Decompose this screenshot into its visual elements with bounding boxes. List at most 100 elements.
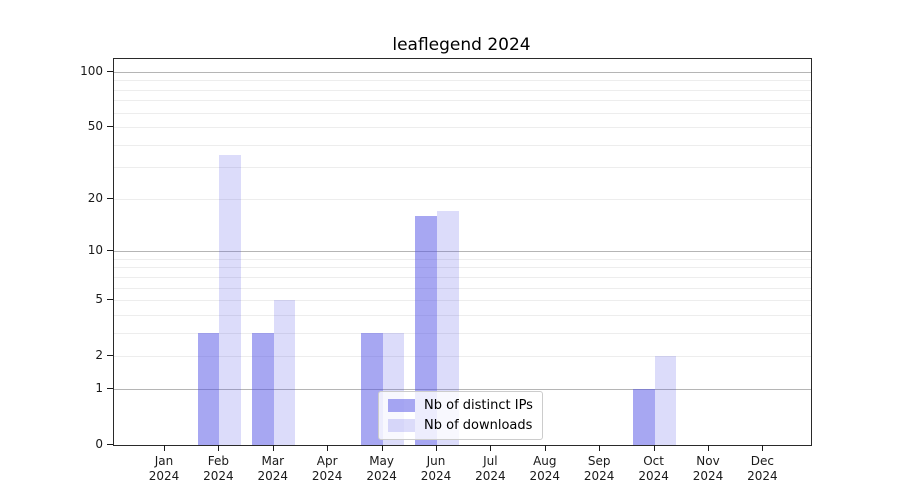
x-tick-month: Aug bbox=[533, 454, 557, 468]
minor-gridline bbox=[114, 167, 811, 169]
legend-swatch bbox=[388, 399, 415, 412]
x-tick-label: May 2024 bbox=[352, 454, 412, 484]
legend-label: Nb of downloads bbox=[424, 418, 533, 433]
x-tick-label: Nov 2024 bbox=[678, 454, 738, 484]
chart-title: leaflegend 2024 bbox=[392, 35, 531, 55]
x-tick-mark bbox=[218, 445, 220, 451]
x-tick-mark bbox=[544, 445, 546, 451]
minor-gridline bbox=[114, 356, 811, 358]
bar-oct-downloads bbox=[654, 356, 677, 445]
legend: Nb of distinct IPs Nb of downloads bbox=[378, 391, 543, 440]
minor-gridline bbox=[114, 112, 811, 114]
x-tick-month: May bbox=[369, 454, 394, 468]
x-tick-month: Mar bbox=[261, 454, 285, 468]
y-tick-label: 50 bbox=[87, 119, 103, 134]
y-tick-label: 20 bbox=[87, 190, 103, 205]
x-tick-label: Jul 2024 bbox=[460, 454, 520, 484]
y-tick-mark bbox=[107, 197, 113, 199]
x-tick-label: Jan 2024 bbox=[134, 454, 194, 484]
x-tick-mark bbox=[164, 445, 165, 451]
y-tick-mark bbox=[107, 70, 113, 72]
x-tick-year: 2024 bbox=[203, 469, 234, 483]
minor-gridline bbox=[114, 80, 811, 82]
y-tick-label: 1 bbox=[95, 380, 103, 395]
major-gridline bbox=[114, 71, 811, 73]
x-tick-year: 2024 bbox=[638, 469, 669, 483]
bar-oct-ips bbox=[632, 388, 655, 445]
bar-feb-downloads bbox=[219, 155, 242, 445]
minor-gridline bbox=[114, 127, 811, 129]
y-tick-mark bbox=[107, 444, 113, 445]
minor-gridline bbox=[114, 332, 811, 334]
x-tick-mark bbox=[653, 445, 655, 451]
y-tick-label: 5 bbox=[95, 292, 103, 307]
x-tick-mark bbox=[762, 445, 764, 451]
x-tick-mark bbox=[327, 445, 329, 451]
x-tick-label: Sep 2024 bbox=[569, 454, 629, 484]
x-tick-label: Dec 2024 bbox=[732, 454, 792, 484]
minor-gridline bbox=[114, 314, 811, 316]
legend-entry: Nb of downloads bbox=[388, 418, 533, 433]
x-tick-month: Apr bbox=[316, 454, 338, 468]
x-tick-year: 2024 bbox=[311, 469, 343, 483]
x-tick-year: 2024 bbox=[420, 469, 452, 483]
x-tick-year: 2024 bbox=[475, 469, 506, 483]
x-tick-label: Aug 2024 bbox=[515, 454, 575, 484]
major-gridline bbox=[114, 251, 811, 253]
x-tick-mark bbox=[436, 445, 437, 451]
x-tick-month: Feb bbox=[207, 454, 230, 468]
x-tick-year: 2024 bbox=[692, 469, 724, 483]
minor-gridline bbox=[114, 144, 811, 146]
x-tick-label: Feb 2024 bbox=[188, 454, 248, 484]
x-tick-mark bbox=[381, 445, 383, 451]
y-tick-mark bbox=[107, 299, 113, 301]
minor-gridline bbox=[114, 198, 811, 200]
bar-may-ips bbox=[360, 332, 383, 445]
x-tick-month: Nov bbox=[696, 454, 720, 468]
x-tick-month: Jan bbox=[154, 454, 174, 468]
y-tick-label: 0 bbox=[95, 437, 103, 451]
y-tick-label: 10 bbox=[87, 243, 103, 258]
plot-area bbox=[113, 58, 812, 446]
x-tick-month: Jul bbox=[483, 454, 498, 468]
bar-jun-downloads bbox=[437, 211, 459, 445]
legend-label: Nb of distinct IPs bbox=[424, 398, 533, 413]
x-tick-mark bbox=[272, 445, 274, 451]
x-tick-label: Jun 2024 bbox=[406, 454, 466, 484]
minor-gridline bbox=[114, 267, 811, 269]
x-tick-year: 2024 bbox=[257, 469, 289, 483]
x-tick-mark bbox=[599, 445, 601, 451]
minor-gridline bbox=[114, 89, 811, 91]
minor-gridline bbox=[114, 300, 811, 302]
x-tick-month: Dec bbox=[750, 454, 774, 468]
minor-gridline bbox=[114, 276, 811, 278]
bar-jun-ips bbox=[415, 215, 437, 445]
x-tick-year: 2024 bbox=[366, 469, 397, 483]
x-tick-label: Oct 2024 bbox=[624, 454, 684, 484]
y-tick-mark bbox=[107, 355, 113, 357]
y-tick-mark bbox=[107, 387, 113, 389]
bar-feb-ips bbox=[197, 332, 220, 445]
y-tick-mark bbox=[107, 126, 113, 128]
bar-mar-ips bbox=[252, 332, 274, 445]
x-tick-month: Sep bbox=[587, 454, 611, 468]
bar-mar-downloads bbox=[273, 300, 296, 445]
y-tick-mark bbox=[107, 250, 113, 252]
x-tick-month: Oct bbox=[643, 454, 664, 468]
minor-gridline bbox=[114, 100, 811, 102]
x-tick-year: 2024 bbox=[747, 469, 778, 483]
minor-gridline bbox=[114, 287, 811, 289]
x-tick-year: 2024 bbox=[148, 469, 180, 483]
legend-entry: Nb of distinct IPs bbox=[388, 398, 533, 413]
x-tick-year: 2024 bbox=[529, 469, 561, 483]
x-tick-month: Jun bbox=[426, 454, 446, 468]
x-tick-mark bbox=[490, 445, 492, 451]
y-tick-label: 2 bbox=[95, 348, 103, 363]
x-tick-label: Mar 2024 bbox=[243, 454, 303, 484]
x-tick-label: Apr 2024 bbox=[297, 454, 357, 484]
legend-swatch bbox=[388, 419, 415, 432]
y-tick-label: 100 bbox=[80, 63, 103, 78]
minor-gridline bbox=[114, 258, 811, 260]
major-gridline bbox=[114, 388, 811, 390]
